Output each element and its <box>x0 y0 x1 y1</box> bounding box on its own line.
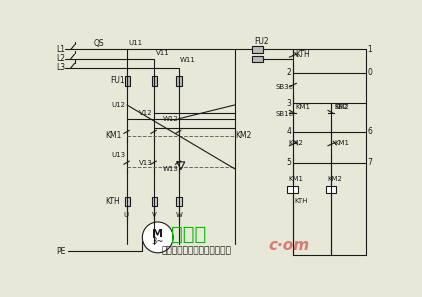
Text: L2: L2 <box>56 54 65 63</box>
Text: SB1: SB1 <box>276 111 289 117</box>
Text: KM1: KM1 <box>295 104 311 110</box>
Bar <box>176 76 181 86</box>
Text: M: M <box>152 229 163 239</box>
Text: 2: 2 <box>287 68 291 77</box>
Text: c·om: c·om <box>268 238 309 252</box>
Bar <box>287 186 298 193</box>
Text: U13: U13 <box>111 152 126 158</box>
Text: V13: V13 <box>138 160 152 166</box>
Text: 7: 7 <box>367 158 372 167</box>
Text: KM1: KM1 <box>334 140 349 146</box>
Text: V11: V11 <box>155 50 169 56</box>
Text: V: V <box>151 212 156 218</box>
Text: KTH: KTH <box>106 197 120 206</box>
Circle shape <box>142 222 173 253</box>
Bar <box>151 197 157 206</box>
Text: U12: U12 <box>111 102 126 108</box>
Text: FU1: FU1 <box>110 76 124 85</box>
Text: W: W <box>176 212 183 218</box>
Text: U11: U11 <box>128 40 143 46</box>
Text: KM2: KM2 <box>327 176 342 182</box>
Text: 4: 4 <box>287 127 291 136</box>
Text: QS: QS <box>94 39 105 48</box>
Text: KM2: KM2 <box>289 140 303 146</box>
Text: E-: E- <box>289 85 295 90</box>
Text: W11: W11 <box>180 57 196 63</box>
Bar <box>151 76 157 86</box>
Text: KTH: KTH <box>295 198 308 204</box>
Bar <box>326 186 336 193</box>
Bar <box>124 197 130 206</box>
Text: KM1: KM1 <box>289 176 304 182</box>
Bar <box>252 46 263 53</box>
Text: L3: L3 <box>56 64 65 72</box>
Text: KM2: KM2 <box>335 104 350 110</box>
Text: 3~: 3~ <box>151 238 164 247</box>
Text: 接触器联锁的正反转控制线路: 接触器联锁的正反转控制线路 <box>161 247 231 256</box>
Text: W12: W12 <box>163 116 179 122</box>
Text: KTH: KTH <box>295 50 310 59</box>
Text: V12: V12 <box>138 110 152 116</box>
Text: KM1: KM1 <box>106 131 122 140</box>
Text: L1: L1 <box>56 45 65 54</box>
Text: SB3: SB3 <box>276 84 289 90</box>
Text: 0: 0 <box>367 68 372 77</box>
Text: PE: PE <box>56 247 65 256</box>
Bar <box>252 56 263 62</box>
Text: KM2: KM2 <box>235 131 251 140</box>
Text: E-: E- <box>289 112 295 117</box>
Text: 3: 3 <box>287 99 291 108</box>
Text: FU2: FU2 <box>254 37 269 46</box>
Text: 5: 5 <box>287 158 291 167</box>
Bar <box>124 76 130 86</box>
Text: SB2: SB2 <box>335 104 348 110</box>
Text: 接线图: 接线图 <box>171 225 206 244</box>
Text: 6: 6 <box>367 127 372 136</box>
Text: U: U <box>124 212 129 218</box>
Text: 1: 1 <box>367 45 372 54</box>
Bar <box>176 197 181 206</box>
Text: W13: W13 <box>163 166 179 172</box>
